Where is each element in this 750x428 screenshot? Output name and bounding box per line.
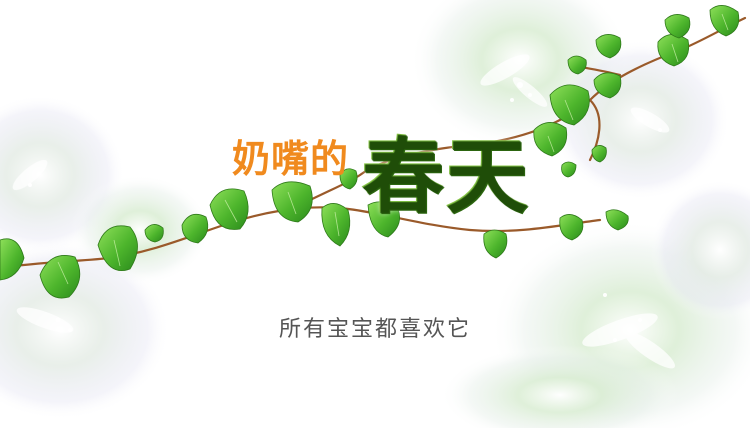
subtitle: 所有宝宝都喜欢它 bbox=[278, 317, 471, 342]
leaf-veins bbox=[57, 13, 729, 285]
title-part-1: 奶嘴的 bbox=[232, 137, 350, 181]
vine-leaves bbox=[0, 5, 740, 299]
title-part-2: 春天 bbox=[362, 110, 530, 229]
